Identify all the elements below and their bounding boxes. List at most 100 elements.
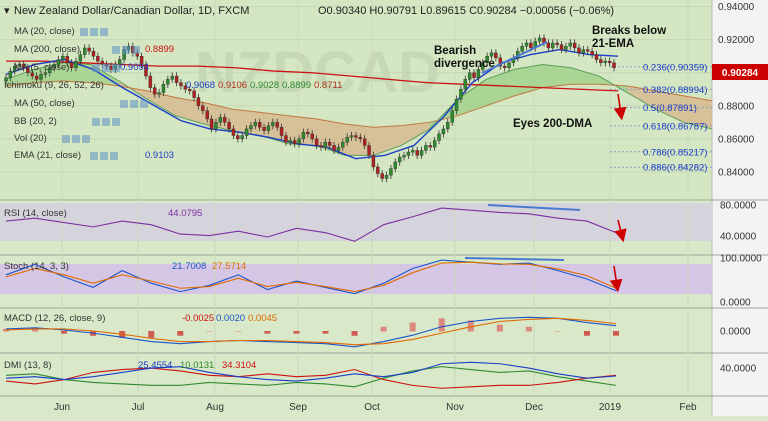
settings-icon[interactable] (90, 28, 98, 36)
rsi-label[interactable]: RSI (14, close) (4, 208, 67, 219)
candle-body (183, 85, 188, 90)
stoch-k-value: 21.7008 (172, 261, 206, 272)
stoch-label[interactable]: Stoch (14, 3, 3) (4, 261, 69, 272)
fibonacci-levels: 0.236(0.90359) 0.382(0.88994) 0.5(0.87891)… (610, 62, 712, 174)
candle-body (174, 75, 179, 83)
dropdown-icon[interactable]: ▾ (4, 5, 10, 17)
macd-histogram-bar (351, 331, 358, 336)
candle-body (196, 97, 201, 106)
legend-ma50[interactable]: MA (50, close) (14, 98, 75, 109)
eye-icon[interactable] (62, 135, 70, 143)
annotation-breaks-line2: 21-EMA (592, 38, 634, 50)
eye-icon[interactable] (120, 100, 128, 108)
candle-body (507, 62, 511, 68)
candle-body (100, 60, 104, 65)
settings-icon[interactable] (100, 152, 108, 160)
candle-body (397, 156, 402, 163)
close-icon[interactable] (112, 118, 120, 126)
settings-icon[interactable] (122, 46, 130, 54)
candle-body (314, 138, 319, 146)
cloud-segment (627, 85, 656, 110)
candle-body (546, 42, 551, 49)
candle-body (152, 87, 157, 95)
candle-body (236, 135, 240, 140)
candle-body (306, 132, 310, 135)
macd-label[interactable]: MACD (12, 26, close, 9) (4, 313, 105, 324)
candle-body (139, 55, 144, 65)
cloud-segment (570, 67, 600, 85)
macd-line (5, 316, 617, 348)
fib-level-label: 0.786(0.85217) (643, 147, 707, 158)
dmi-minus-line (5, 367, 617, 389)
legend-vol[interactable]: Vol (20) (14, 133, 47, 144)
candle-body (319, 145, 323, 148)
eye-icon[interactable] (80, 28, 88, 36)
cloud-segment (147, 90, 176, 116)
candle-body (327, 141, 332, 146)
time-axis: Jun Jul Aug Sep Oct Nov Dec 2019 Feb (54, 402, 697, 413)
candle-body (78, 54, 83, 62)
candle-body (65, 55, 69, 64)
legend-ema21[interactable]: EMA (21, close) (14, 150, 81, 161)
fib-level-label: 0.618(0.86787) (643, 121, 707, 132)
candle-body (472, 72, 476, 78)
fib-level-label: 0.382(0.88994) (643, 85, 707, 96)
candle-body (572, 42, 577, 49)
close-icon[interactable] (140, 100, 148, 108)
dmi-label[interactable]: DMI (13, 8) (4, 360, 52, 371)
settings-icon[interactable] (130, 100, 138, 108)
rsi-value: 44.0795 (168, 208, 202, 219)
settings-icon[interactable] (72, 135, 80, 143)
close-icon[interactable] (82, 135, 90, 143)
candle-body (428, 145, 433, 148)
close-icon[interactable] (110, 152, 118, 160)
candle-body (607, 60, 612, 64)
eye-icon[interactable] (90, 152, 98, 160)
macd-value-2: 0.0020 (216, 313, 245, 324)
candle-body (257, 122, 262, 128)
candle-body (227, 122, 231, 130)
eye-icon[interactable] (112, 46, 120, 54)
candle-body (393, 161, 398, 169)
candle-body (520, 46, 524, 52)
candle-body (275, 122, 279, 128)
legend-ma5[interactable]: MA (5, close) (14, 62, 69, 73)
legend-controls[interactable] (62, 28, 148, 160)
macd-value-3: 0.0045 (248, 313, 277, 324)
close-icon[interactable] (100, 28, 108, 36)
candle-body (564, 46, 568, 50)
macd-histogram-bar (525, 326, 532, 332)
close-icon[interactable] (112, 64, 120, 72)
candle-body (502, 65, 507, 68)
candle-body (411, 150, 415, 153)
legend-ma200-value: 0.8899 (145, 44, 174, 55)
candle-body (441, 128, 446, 135)
eye-icon[interactable] (92, 118, 100, 126)
ichimoku-value: 0.8899 (282, 80, 311, 91)
legend-ichimoku[interactable]: Ichimoku (9, 26, 52, 26) (4, 80, 104, 91)
candle-body (17, 64, 21, 67)
rsi-line (5, 207, 617, 242)
cloud-segment (401, 122, 430, 146)
settings-icon[interactable] (102, 118, 110, 126)
candle-body (376, 166, 380, 174)
eye-icon[interactable] (92, 64, 100, 72)
candle-body (279, 127, 284, 136)
candle-body (166, 79, 170, 85)
settings-icon[interactable] (102, 64, 110, 72)
legend-ema21-value: 0.9103 (145, 150, 174, 161)
candle-body (336, 146, 341, 151)
candle-body (577, 47, 581, 54)
legend-ma200[interactable]: MA (200, close) (14, 44, 80, 55)
candle-body (446, 122, 450, 130)
pane-tick-label: 40.0000 (720, 364, 757, 375)
price-tick-label: 0.94000 (718, 2, 755, 13)
legend-ma20[interactable]: MA (20, close) (14, 26, 75, 37)
cloud-segment (683, 95, 712, 129)
candle-body (467, 72, 472, 80)
close-icon[interactable] (132, 46, 140, 54)
legend-bb[interactable]: BB (20, 2) (14, 116, 57, 127)
candle-body (83, 47, 87, 55)
